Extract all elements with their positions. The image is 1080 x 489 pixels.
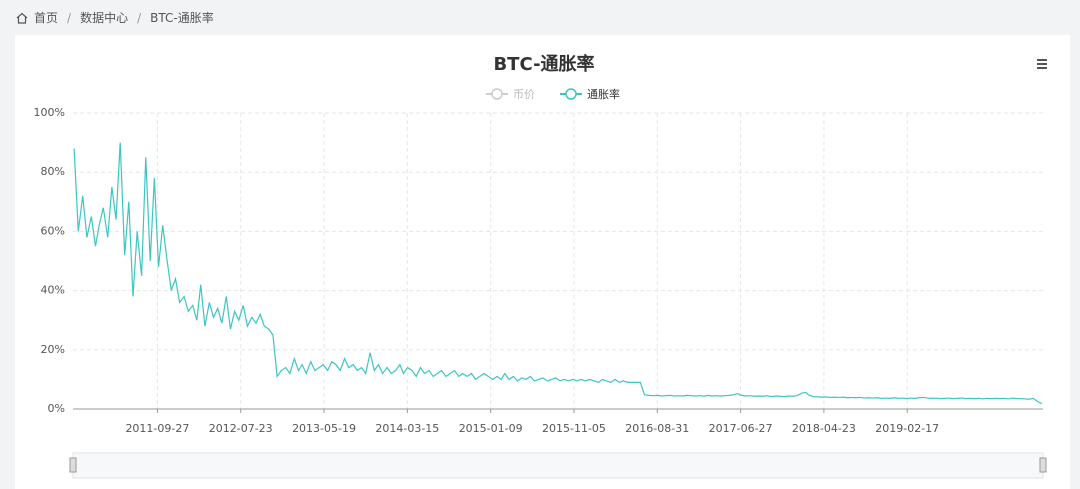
x-tick-label: 2016-08-31 xyxy=(625,422,689,435)
breadcrumb-item[interactable]: 首页 xyxy=(34,11,59,25)
menu-icon[interactable] xyxy=(1037,59,1047,69)
legend-icon xyxy=(565,88,577,100)
breadcrumb: 首页 / 数据中心 / BTC-通胀率 xyxy=(16,9,214,26)
y-tick-label: 100% xyxy=(34,106,65,119)
breadcrumb-item: BTC-通胀率 xyxy=(150,11,214,25)
y-tick-label: 20% xyxy=(41,343,65,356)
breadcrumb-item[interactable]: 数据中心 xyxy=(80,11,129,25)
y-tick-label: 60% xyxy=(41,224,65,237)
legend-icon xyxy=(491,88,503,100)
line-series xyxy=(73,142,1043,405)
legend-label[interactable]: 币价 xyxy=(513,88,535,101)
home-icon xyxy=(16,12,28,24)
y-tick-label: 40% xyxy=(41,284,65,297)
y-tick-label: 0% xyxy=(48,402,65,415)
x-tick-label: 2019-02-17 xyxy=(875,422,939,435)
x-tick-label: 2011-09-27 xyxy=(125,422,189,435)
x-tick-label: 2015-01-09 xyxy=(459,422,523,435)
x-tick-label: 2014-03-15 xyxy=(375,422,439,435)
x-tick-label: 2013-05-19 xyxy=(292,422,356,435)
data-zoom[interactable] xyxy=(69,452,1047,479)
legend-label[interactable]: 通胀率 xyxy=(587,87,620,101)
x-tick-label: 2012-07-23 xyxy=(209,422,273,435)
chart-title: BTC-通胀率 xyxy=(493,53,594,75)
y-tick-label: 80% xyxy=(41,165,65,178)
x-tick-label: 2017-06-27 xyxy=(709,422,773,435)
x-tick-label: 2018-04-23 xyxy=(792,422,856,435)
card xyxy=(15,35,1070,489)
x-tick-label: 2015-11-05 xyxy=(542,422,606,435)
